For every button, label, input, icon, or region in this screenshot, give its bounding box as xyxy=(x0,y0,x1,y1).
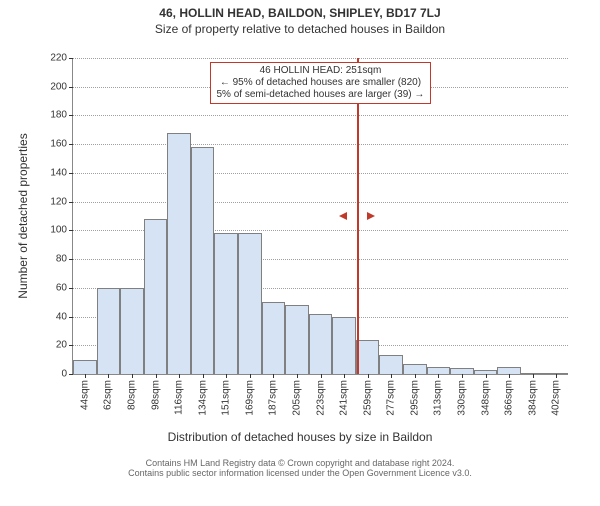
xtick-label: 80sqm xyxy=(126,380,137,410)
y-axis-label: Number of detached properties xyxy=(16,133,30,298)
histogram-bar xyxy=(214,233,238,374)
ytick-label: 60 xyxy=(56,282,67,293)
ytick-label: 40 xyxy=(56,311,67,322)
annotation-box: 46 HOLLIN HEAD: 251sqm← 95% of detached … xyxy=(210,62,432,104)
histogram-bar xyxy=(309,314,333,374)
xtick-label: 151sqm xyxy=(221,380,232,416)
histogram-bar xyxy=(497,367,521,374)
xtick-label: 205sqm xyxy=(291,380,302,416)
figure-container: { "supertitle": "46, HOLLIN HEAD, BAILDO… xyxy=(0,6,600,506)
histogram-bar xyxy=(356,340,380,374)
xtick-label: 295sqm xyxy=(409,380,420,416)
xtick-label: 384sqm xyxy=(527,380,538,416)
arrow-left-icon xyxy=(339,212,347,220)
footer-attribution: Contains HM Land Registry data © Crown c… xyxy=(0,458,600,478)
ytick-label: 160 xyxy=(50,139,67,150)
xtick-label: 313sqm xyxy=(433,380,444,416)
xtick-label: 366sqm xyxy=(504,380,515,416)
annotation-line: 46 HOLLIN HEAD: 251sqm xyxy=(217,65,425,77)
xtick-label: 223sqm xyxy=(315,380,326,416)
xtick-label: 348sqm xyxy=(480,380,491,416)
histogram-bar xyxy=(379,355,403,374)
chart-title: Size of property relative to detached ho… xyxy=(0,22,600,36)
xtick-label: 277sqm xyxy=(386,380,397,416)
xtick-label: 98sqm xyxy=(150,380,161,410)
footer-line-1: Contains HM Land Registry data © Crown c… xyxy=(0,458,600,468)
xtick-label: 330sqm xyxy=(456,380,467,416)
gridline-h xyxy=(73,144,568,145)
gridline-h xyxy=(73,173,568,174)
histogram-bar xyxy=(120,288,144,374)
xtick-label: 259sqm xyxy=(362,380,373,416)
gridline-h xyxy=(73,58,568,59)
histogram-bar xyxy=(403,364,427,374)
annotation-line: 5% of semi-detached houses are larger (3… xyxy=(217,89,425,101)
histogram-bar xyxy=(238,233,262,374)
ytick-label: 140 xyxy=(50,167,67,178)
xtick-label: 402sqm xyxy=(551,380,562,416)
chart-supertitle: 46, HOLLIN HEAD, BAILDON, SHIPLEY, BD17 … xyxy=(0,6,600,20)
xtick-label: 134sqm xyxy=(197,380,208,416)
ytick-label: 100 xyxy=(50,225,67,236)
plot-area: 02040608010012014016018020022044sqm62sqm… xyxy=(72,58,568,375)
marker-line xyxy=(357,58,359,374)
ytick-label: 20 xyxy=(56,340,67,351)
gridline-h xyxy=(73,115,568,116)
ytick-label: 80 xyxy=(56,254,67,265)
ytick-label: 220 xyxy=(50,53,67,64)
histogram-bar xyxy=(332,317,356,374)
annotation-line: ← 95% of detached houses are smaller (82… xyxy=(217,77,425,89)
ytick-label: 0 xyxy=(61,369,67,380)
ytick-label: 180 xyxy=(50,110,67,121)
xtick-label: 116sqm xyxy=(174,380,185,415)
histogram-bar xyxy=(191,147,215,374)
histogram-bar xyxy=(73,360,97,374)
xtick-label: 241sqm xyxy=(339,380,350,416)
histogram-bar xyxy=(285,305,309,374)
gridline-h xyxy=(73,202,568,203)
histogram-bar xyxy=(262,302,286,374)
ytick-label: 120 xyxy=(50,196,67,207)
histogram-bar xyxy=(427,367,451,374)
xtick-label: 44sqm xyxy=(79,380,90,410)
arrow-right-icon xyxy=(367,212,375,220)
ytick-label: 200 xyxy=(50,81,67,92)
histogram-bar xyxy=(144,219,168,374)
histogram-bar xyxy=(97,288,121,374)
histogram-bar xyxy=(167,133,191,374)
xtick-label: 169sqm xyxy=(244,380,255,416)
footer-line-2: Contains public sector information licen… xyxy=(0,468,600,478)
xtick-label: 62sqm xyxy=(103,380,114,410)
xtick-label: 187sqm xyxy=(268,380,279,416)
x-axis-label: Distribution of detached houses by size … xyxy=(0,430,600,444)
